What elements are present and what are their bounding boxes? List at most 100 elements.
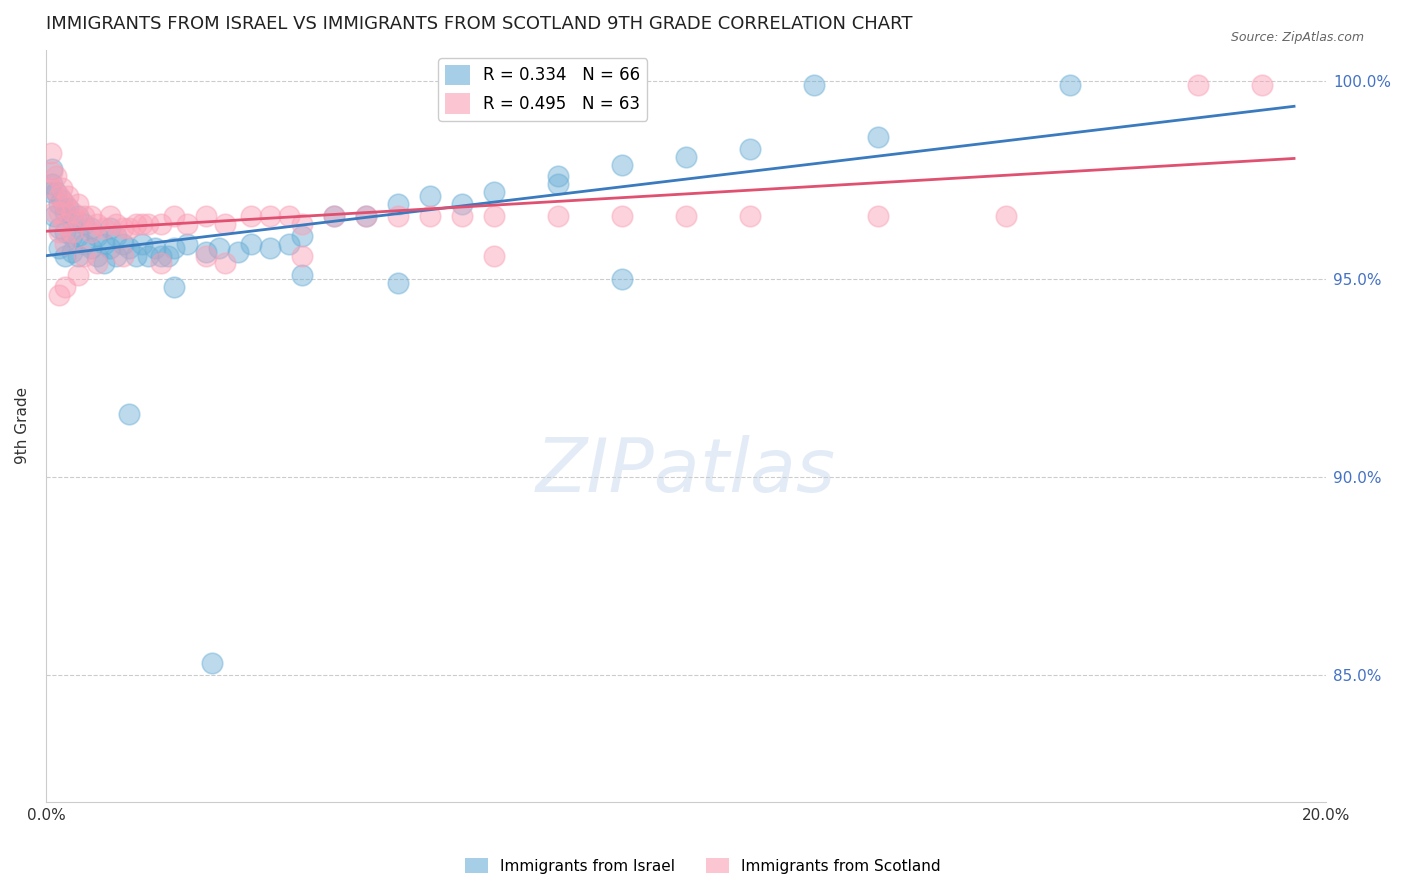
Point (1251, 78, 1274, 93)
Point (354, 209, 377, 223)
Point (60, 225, 83, 239)
Point (53, 205, 76, 219)
Point (208, 241, 231, 255)
Point (80, 241, 103, 255)
Point (39, 145, 62, 160)
Point (239, 236, 262, 251)
Point (226, 244, 249, 259)
Point (214, 217, 236, 231)
Point (66, 213, 89, 227)
Point (995, 209, 1018, 223)
Point (73, 209, 96, 223)
Y-axis label: 9th Grade: 9th Grade (15, 387, 30, 464)
Point (866, 129, 889, 144)
Text: IMMIGRANTS FROM ISRAEL VS IMMIGRANTS FROM SCOTLAND 9TH GRADE CORRELATION CHART: IMMIGRANTS FROM ISRAEL VS IMMIGRANTS FRO… (46, 15, 912, 33)
Point (80, 225, 103, 239)
Point (111, 236, 134, 251)
Point (111, 249, 134, 263)
Point (259, 209, 281, 223)
Point (66, 268, 89, 283)
Point (53, 217, 76, 231)
Point (143, 241, 166, 255)
Point (866, 209, 889, 223)
Point (176, 236, 198, 251)
Point (259, 241, 281, 255)
Point (451, 209, 474, 223)
Point (387, 209, 409, 223)
Point (86, 249, 108, 263)
Point (803, 78, 825, 93)
Point (66, 249, 89, 263)
Point (482, 209, 505, 223)
Point (419, 209, 441, 223)
Point (93, 236, 115, 251)
Point (111, 220, 134, 235)
Point (53, 236, 76, 251)
Point (547, 169, 569, 184)
Point (419, 189, 441, 203)
Point (278, 236, 301, 251)
Point (53, 280, 76, 294)
Point (195, 209, 218, 223)
Point (118, 220, 141, 235)
Point (387, 277, 409, 291)
Point (131, 217, 153, 231)
Point (387, 197, 409, 211)
Point (105, 249, 128, 263)
Point (48, 220, 70, 235)
Text: Source: ZipAtlas.com: Source: ZipAtlas.com (1230, 31, 1364, 45)
Point (60, 205, 83, 219)
Point (42, 205, 65, 219)
Point (41, 161, 63, 176)
Point (86, 256, 108, 270)
Point (66, 209, 89, 223)
Point (118, 241, 141, 255)
Point (66, 197, 89, 211)
Point (291, 249, 314, 263)
Point (48, 225, 70, 239)
Point (39, 186, 62, 200)
Point (118, 407, 141, 421)
Point (58, 201, 80, 215)
Point (738, 209, 761, 223)
Point (45, 186, 67, 200)
Point (323, 209, 346, 223)
Point (291, 217, 314, 231)
Point (41, 181, 63, 195)
Point (150, 217, 173, 231)
Point (354, 209, 377, 223)
Point (48, 241, 70, 255)
Point (60, 213, 83, 227)
Point (105, 217, 128, 231)
Point (547, 178, 569, 192)
Point (41, 178, 63, 192)
Point (163, 280, 186, 294)
Point (291, 228, 314, 243)
Point (98, 220, 121, 235)
Point (610, 157, 633, 171)
Point (291, 268, 314, 283)
Point (163, 209, 186, 223)
Text: ZIPatlas: ZIPatlas (536, 434, 837, 507)
Point (73, 217, 96, 231)
Point (73, 236, 96, 251)
Point (675, 150, 697, 164)
Point (42, 209, 65, 223)
Point (156, 249, 179, 263)
Point (323, 209, 346, 223)
Point (48, 205, 70, 219)
Point (51, 193, 73, 207)
Point (48, 189, 70, 203)
Point (675, 209, 697, 223)
Point (201, 656, 224, 670)
Point (53, 249, 76, 263)
Point (1187, 78, 1209, 93)
Point (80, 220, 103, 235)
Point (150, 249, 173, 263)
Point (239, 209, 262, 223)
Point (66, 228, 89, 243)
Point (278, 209, 301, 223)
Point (98, 209, 121, 223)
Point (98, 241, 121, 255)
Point (86, 217, 108, 231)
